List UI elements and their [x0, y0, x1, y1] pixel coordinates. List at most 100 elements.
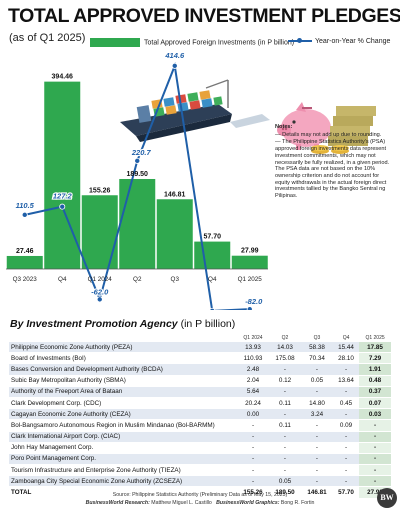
value-cell: -	[300, 453, 333, 466]
value-cell: 13.93	[237, 342, 269, 354]
total-value-cell: 146.81	[300, 486, 333, 499]
page-title: TOTAL APPROVED INVESTMENT PLEDGES	[8, 5, 400, 27]
businessworld-logo: BW	[377, 488, 397, 508]
value-cell: 14.80	[300, 397, 333, 410]
agency-name-cell: Tourism Infrastructure and Enterprise Zo…	[9, 464, 237, 477]
value-cell: -	[268, 363, 301, 376]
value-cell: -	[237, 419, 269, 432]
value-cell: -	[332, 475, 360, 488]
value-cell: -	[359, 453, 391, 466]
value-cell: 110.93	[237, 352, 269, 365]
value-cell: -	[359, 419, 391, 432]
x-tick-label: Q1 2025	[238, 276, 263, 283]
table-row: Bol-Bangsamoro Autonomous Region in Musl…	[9, 419, 391, 432]
value-cell: 2.48	[237, 363, 269, 376]
value-cell: -	[332, 442, 360, 454]
yoy-value-label: 414.6	[164, 51, 185, 60]
agency-unit: (in P billion)	[180, 318, 236, 330]
value-cell: 0.07	[359, 397, 391, 410]
value-cell: -	[332, 464, 360, 477]
value-cell: 0.45	[332, 397, 360, 410]
table-row: Clark International Airport Corp. (CIAC)…	[9, 431, 391, 443]
value-cell: -	[237, 475, 269, 488]
value-cell: 0.37	[359, 386, 391, 398]
bar	[6, 255, 43, 269]
value-cell: 70.34	[300, 352, 333, 365]
value-cell: -	[332, 408, 360, 421]
x-tick-label: Q4	[208, 276, 217, 283]
value-cell: 13.64	[332, 375, 360, 387]
value-cell: -	[332, 386, 360, 398]
bar	[231, 255, 268, 269]
yoy-point	[134, 157, 141, 164]
x-tick-label: Q4	[58, 276, 67, 283]
table-row: Clark Development Corp. (CDC) 20.24 0.11 14…	[9, 397, 391, 410]
value-cell: 175.08	[268, 352, 301, 365]
notes-box: Notes: — Details may not add up due to r…	[275, 124, 393, 201]
table-row: Poro Point Management Corp. - - - - -	[9, 453, 391, 466]
yoy-value-label: 110.5	[16, 201, 35, 210]
value-cell: 58.38	[300, 342, 333, 354]
total-value-cell: 57.70	[332, 486, 360, 499]
bar	[44, 81, 81, 269]
agency-name-cell: Poro Point Management Corp.	[9, 453, 237, 466]
table-row: Tourism Infrastructure and Enterprise Zo…	[9, 464, 391, 477]
table-row: Zamboanga City Special Economic Zone Aut…	[9, 475, 391, 488]
value-cell: 15.44	[332, 342, 360, 354]
value-cell: 7.29	[359, 352, 391, 365]
graphics-name: Bong R. Fortin	[280, 500, 315, 506]
value-cell: 2.04	[237, 375, 269, 387]
value-cell: 0.12	[268, 375, 301, 387]
table-row: John Hay Management Corp. - - - - -	[9, 442, 391, 454]
value-cell: -	[237, 464, 269, 477]
bar-value-label: 394.46	[52, 74, 74, 81]
yoy-point	[21, 211, 28, 218]
value-cell: -	[300, 464, 333, 477]
table-row: Board of Investments (BoI) 110.93 175.08 70…	[9, 352, 391, 365]
table-row: Philippine Economic Zone Authority (PEZA…	[9, 342, 391, 354]
yoy-point	[171, 62, 178, 69]
legend-bar-swatch	[90, 38, 140, 47]
legend-line-label: Year-on-Year % Change	[315, 38, 391, 45]
value-cell: -	[237, 431, 269, 443]
value-cell: 20.24	[237, 397, 269, 410]
yoy-point	[59, 203, 66, 210]
total-value-cell: 155.26	[237, 486, 269, 499]
value-cell: 0.05	[300, 375, 333, 387]
agency-name-cell: Cagayan Economic Zone Authority (CEZA)	[9, 408, 237, 421]
value-cell: -	[359, 442, 391, 454]
bar-value-label: 27.99	[241, 248, 259, 255]
research-label: BusinessWorld Research:	[85, 500, 150, 506]
value-cell: 5.64	[237, 386, 269, 398]
credits: BusinessWorld Research: Matthew Miguel L…	[0, 500, 400, 506]
column-header	[9, 334, 237, 342]
agency-table: Q1 2024 Q2 Q3 Q4 Q1 2025 Philippine Econ…	[9, 334, 391, 499]
value-cell: -	[332, 431, 360, 443]
agency-name-cell: Authority of the Freeport Area of Bataan	[9, 386, 237, 398]
table-total-row: TOTAL 155.26 189.50 146.81 57.70 27.99	[9, 486, 391, 499]
agency-section-title: By Investment Promotion Agency (in P bil…	[10, 318, 235, 330]
table-row: Cagayan Economic Zone Authority (CEZA) 0.…	[9, 408, 391, 421]
bar-value-label: 27.46	[16, 248, 34, 255]
investment-chart: 27.46 Q3 2023 394.46 Q4 155.26 Q1 2024 189.50 Q…	[6, 50, 376, 310]
value-cell: -	[237, 442, 269, 454]
value-cell: 0.11	[268, 397, 301, 410]
bar-value-label: 155.26	[89, 187, 111, 194]
column-header: Q1 2025	[365, 335, 385, 341]
yoy-value-label: 220.7	[131, 148, 152, 157]
bar	[194, 241, 231, 269]
value-cell: -	[300, 419, 333, 432]
yoy-point	[246, 306, 253, 310]
value-cell: -	[300, 431, 333, 443]
legend-bar-label: Total Approved Foreign Investments (in P…	[144, 39, 295, 47]
x-tick-label: Q3	[171, 276, 180, 283]
source-note: Source: Philippine Statistics Authority …	[112, 492, 288, 498]
value-cell: -	[300, 475, 333, 488]
value-cell: -	[300, 363, 333, 376]
value-cell: 0.05	[268, 475, 301, 488]
yoy-value-label: 127.2	[53, 192, 73, 201]
yoy-point	[209, 307, 216, 310]
column-header: Q4	[342, 335, 350, 341]
x-tick-label: Q2	[133, 276, 142, 283]
table-row: Bases Conversion and Development Authori…	[9, 363, 391, 376]
